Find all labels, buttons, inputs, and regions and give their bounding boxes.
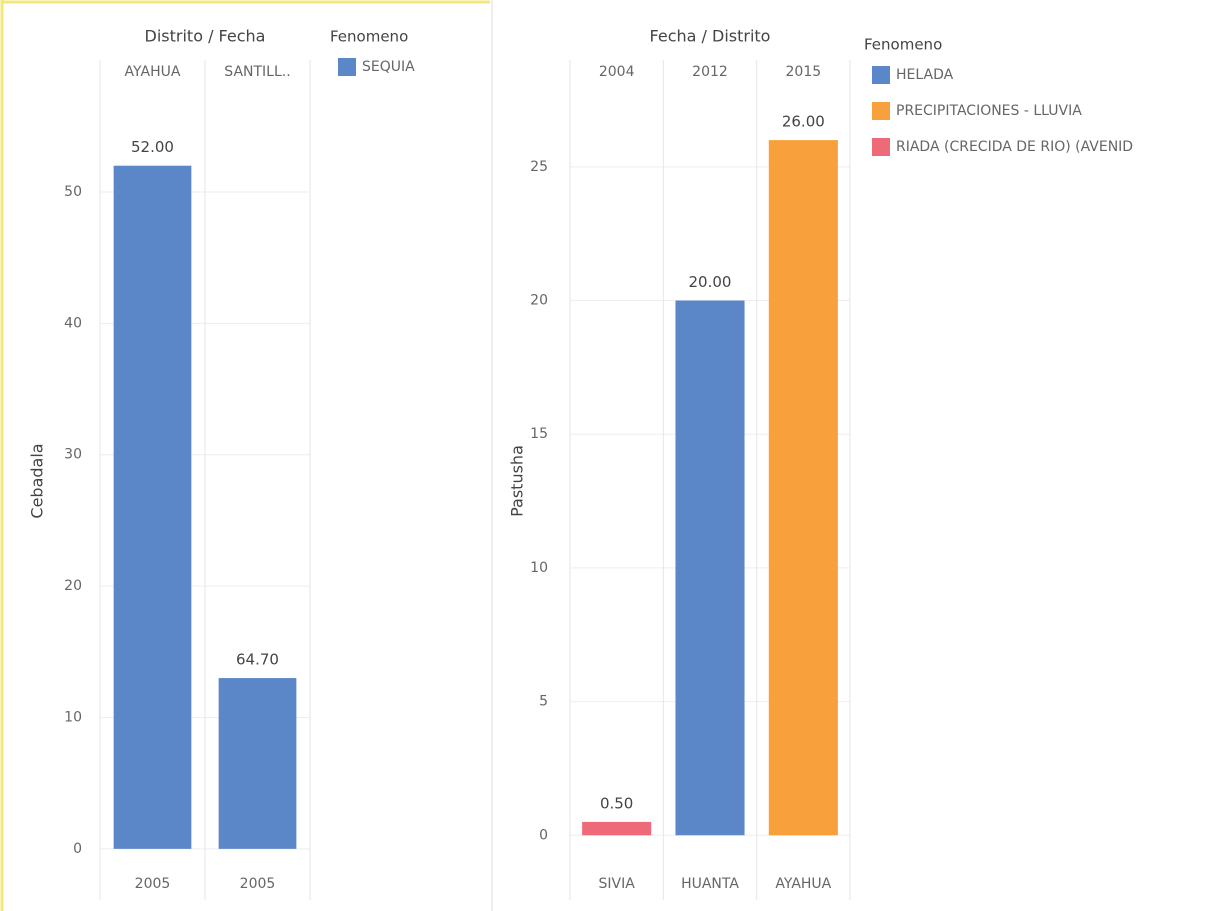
y-tick-label: 15 — [530, 426, 548, 442]
column-header: 2015 — [786, 64, 822, 80]
data-label: 64.70 — [236, 651, 279, 669]
data-label: 26.00 — [782, 113, 825, 131]
bar — [675, 300, 745, 836]
column-footer: AYAHUA — [775, 876, 831, 892]
legend-label: HELADA — [896, 67, 954, 83]
y-tick-label: 10 — [64, 709, 82, 725]
y-tick-label: 50 — [64, 184, 82, 200]
data-label: 0.50 — [600, 794, 633, 812]
column-header: 2012 — [692, 64, 728, 80]
column-footer: 2005 — [240, 876, 276, 892]
y-tick-label: 0 — [539, 827, 548, 843]
bar — [768, 140, 838, 836]
column-header: SANTILL.. — [224, 64, 290, 80]
bar — [113, 165, 192, 849]
legend-label: RIADA (CRECIDA DE RIO) (AVENID — [896, 139, 1133, 155]
legend-swatch — [338, 58, 356, 76]
y-tick-label: 25 — [530, 159, 548, 175]
bar — [582, 821, 652, 836]
data-label: 52.00 — [131, 138, 174, 156]
column-header: AYAHUA — [125, 64, 181, 80]
column-header: 2004 — [599, 64, 635, 80]
legend-swatch — [872, 66, 890, 84]
y-tick-label: 20 — [530, 293, 548, 309]
y-tick-label: 10 — [530, 560, 548, 576]
y-tick-label: 20 — [64, 578, 82, 594]
bar — [218, 678, 297, 849]
y-axis-label: Pastusha — [508, 445, 527, 517]
legend-swatch — [872, 102, 890, 120]
y-axis-label: Cebadala — [28, 443, 47, 518]
y-tick-label: 0 — [73, 841, 82, 857]
y-tick-label: 5 — [539, 694, 548, 710]
legend-title: Fenomeno — [330, 28, 408, 46]
y-tick-label: 30 — [64, 447, 82, 463]
legend-swatch — [872, 138, 890, 156]
legend-label: PRECIPITACIONES - LLUVIA — [896, 103, 1082, 119]
data-label: 20.00 — [689, 273, 732, 291]
legend-label: SEQUIA — [362, 59, 415, 75]
legend-title: Fenomeno — [864, 36, 942, 54]
y-tick-label: 40 — [64, 315, 82, 331]
column-footer: 2005 — [135, 876, 171, 892]
chart-header: Distrito / Fecha — [145, 27, 266, 46]
column-footer: SIVIA — [599, 876, 636, 892]
column-footer: HUANTA — [681, 876, 739, 892]
chart-header: Fecha / Distrito — [650, 27, 771, 46]
